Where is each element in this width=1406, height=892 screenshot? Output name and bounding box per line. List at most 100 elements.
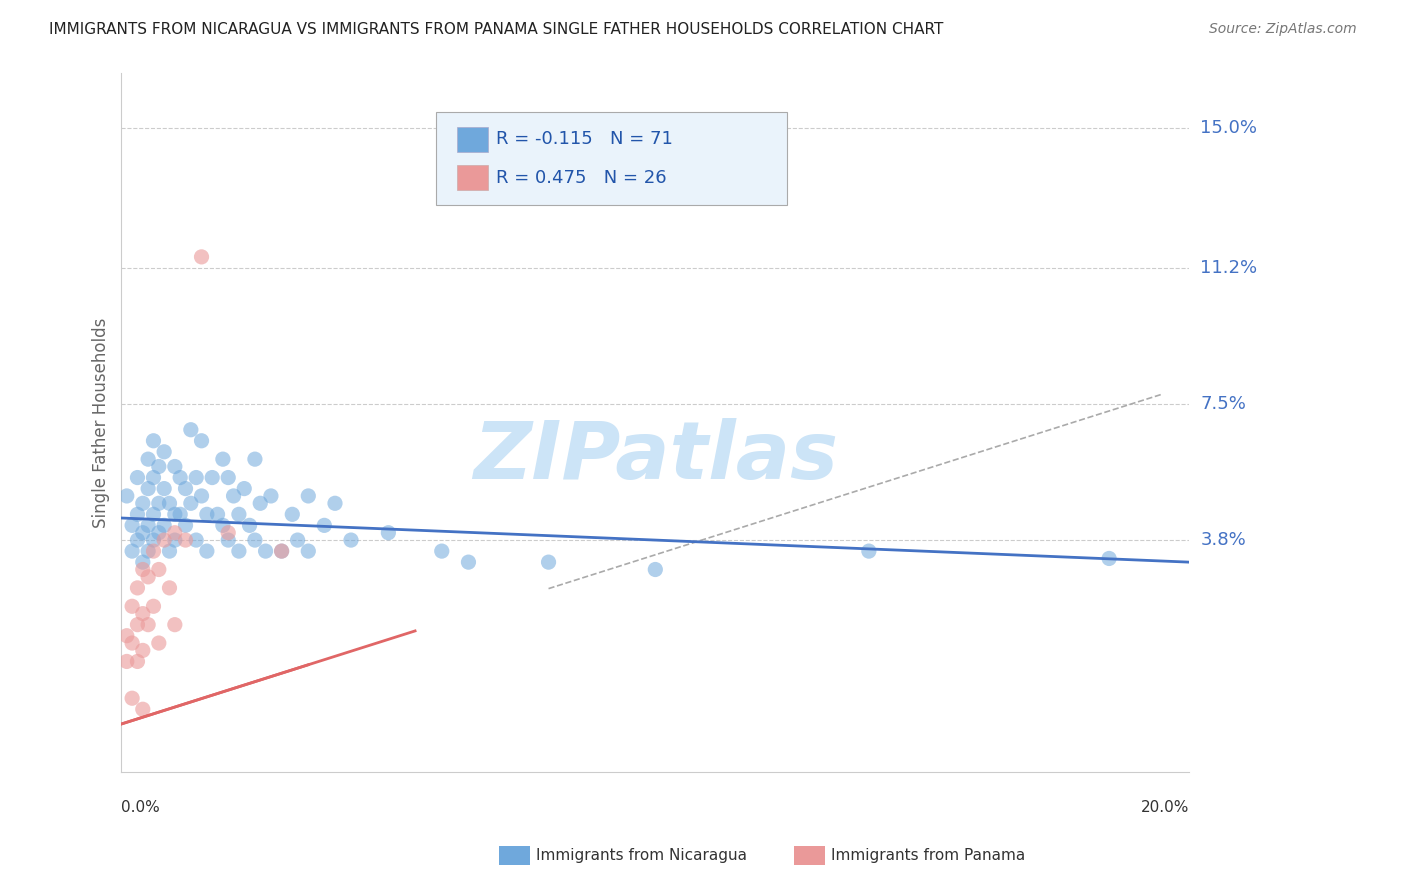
- Text: 0.0%: 0.0%: [121, 799, 160, 814]
- Point: [142, 544, 165, 558]
- Text: R = -0.115   N = 71: R = -0.115 N = 71: [496, 130, 673, 148]
- Point: [153, 482, 176, 496]
- Point: [132, 525, 155, 540]
- Point: [136, 617, 159, 632]
- Point: [121, 518, 143, 533]
- Point: [153, 533, 176, 547]
- Text: 3.8%: 3.8%: [1201, 531, 1246, 549]
- Point: [644, 562, 666, 576]
- Point: [142, 434, 165, 448]
- Point: [190, 434, 212, 448]
- Point: [169, 508, 191, 522]
- Point: [159, 581, 181, 595]
- Point: [153, 518, 176, 533]
- Point: [314, 518, 336, 533]
- Point: [127, 508, 149, 522]
- Point: [260, 489, 283, 503]
- Point: [180, 496, 202, 510]
- Point: [115, 655, 138, 669]
- Point: [217, 525, 239, 540]
- Point: [148, 459, 170, 474]
- Point: [281, 508, 304, 522]
- Point: [148, 636, 170, 650]
- Point: [132, 643, 155, 657]
- Text: IMMIGRANTS FROM NICARAGUA VS IMMIGRANTS FROM PANAMA SINGLE FATHER HOUSEHOLDS COR: IMMIGRANTS FROM NICARAGUA VS IMMIGRANTS …: [49, 22, 943, 37]
- Point: [136, 452, 159, 467]
- Text: 15.0%: 15.0%: [1201, 120, 1257, 137]
- Point: [127, 581, 149, 595]
- Point: [163, 525, 186, 540]
- Point: [153, 445, 176, 459]
- Point: [243, 533, 266, 547]
- Point: [180, 423, 202, 437]
- Point: [174, 533, 197, 547]
- Point: [142, 470, 165, 484]
- Point: [537, 555, 560, 569]
- Point: [270, 544, 292, 558]
- Point: [132, 702, 155, 716]
- Point: [136, 570, 159, 584]
- Point: [127, 533, 149, 547]
- Point: [858, 544, 880, 558]
- Point: [163, 508, 186, 522]
- Point: [212, 452, 235, 467]
- Point: [212, 518, 235, 533]
- Point: [207, 508, 229, 522]
- Point: [254, 544, 277, 558]
- Point: [132, 496, 155, 510]
- Point: [132, 607, 155, 621]
- Point: [121, 544, 143, 558]
- Point: [340, 533, 363, 547]
- Point: [457, 555, 479, 569]
- Point: [190, 489, 212, 503]
- Point: [217, 470, 239, 484]
- Point: [233, 482, 256, 496]
- Point: [115, 629, 138, 643]
- Text: R = 0.475   N = 26: R = 0.475 N = 26: [496, 169, 666, 186]
- Point: [148, 525, 170, 540]
- Text: Source: ZipAtlas.com: Source: ZipAtlas.com: [1209, 22, 1357, 37]
- Point: [430, 544, 453, 558]
- Point: [217, 533, 239, 547]
- Point: [115, 489, 138, 503]
- Point: [195, 544, 218, 558]
- Point: [287, 533, 309, 547]
- Text: 20.0%: 20.0%: [1140, 799, 1189, 814]
- Point: [174, 518, 197, 533]
- Point: [228, 508, 250, 522]
- Point: [142, 599, 165, 614]
- Text: Immigrants from Panama: Immigrants from Panama: [831, 848, 1025, 863]
- Text: Immigrants from Nicaragua: Immigrants from Nicaragua: [536, 848, 747, 863]
- Point: [323, 496, 346, 510]
- Point: [127, 617, 149, 632]
- Point: [136, 482, 159, 496]
- Text: 11.2%: 11.2%: [1201, 259, 1257, 277]
- Point: [201, 470, 224, 484]
- Point: [190, 250, 212, 264]
- Point: [249, 496, 271, 510]
- Point: [121, 691, 143, 706]
- Point: [186, 470, 208, 484]
- Point: [163, 533, 186, 547]
- Point: [195, 508, 218, 522]
- Point: [377, 525, 399, 540]
- Point: [136, 518, 159, 533]
- Point: [136, 544, 159, 558]
- Point: [239, 518, 262, 533]
- Point: [142, 533, 165, 547]
- Point: [159, 496, 181, 510]
- Point: [127, 470, 149, 484]
- Point: [297, 489, 319, 503]
- Point: [163, 617, 186, 632]
- Point: [270, 544, 292, 558]
- Point: [127, 655, 149, 669]
- Point: [148, 496, 170, 510]
- Point: [148, 562, 170, 576]
- Point: [159, 544, 181, 558]
- Point: [121, 636, 143, 650]
- Text: 7.5%: 7.5%: [1201, 395, 1246, 413]
- Point: [243, 452, 266, 467]
- Point: [297, 544, 319, 558]
- Point: [169, 470, 191, 484]
- Point: [142, 508, 165, 522]
